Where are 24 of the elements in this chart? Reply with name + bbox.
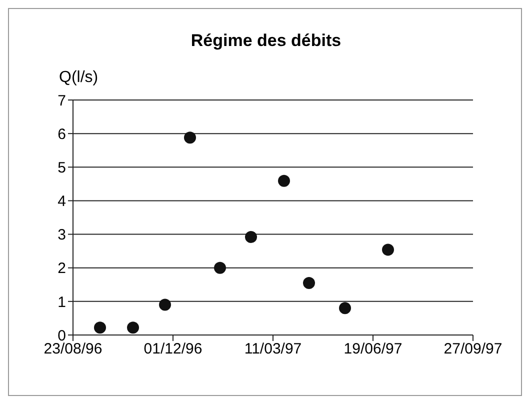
point [214, 262, 226, 274]
point [278, 174, 290, 187]
point [303, 276, 315, 289]
y-tick-label: 3 [58, 226, 66, 244]
point [159, 298, 171, 311]
point [339, 302, 351, 314]
x-tick-label: 01/12/96 [144, 340, 202, 358]
x-tick-label: 27/09/97 [444, 340, 502, 358]
y-tick-label: 6 [58, 126, 66, 143]
x-tick-label: 19/06/97 [344, 340, 402, 358]
x-tick-label: 23/08/96 [44, 340, 102, 358]
y-tick-label: 5 [58, 159, 66, 176]
point [184, 132, 196, 144]
point [127, 322, 139, 334]
y-axis-title: Q(l/s) [59, 69, 98, 87]
point [94, 322, 106, 334]
y-tick-label: 4 [58, 193, 66, 210]
y-tick-label: 7 [58, 92, 66, 110]
chart-title: Régime des débits [190, 31, 342, 51]
y-tick-label: 1 [58, 294, 66, 311]
point [245, 230, 257, 243]
x-tick-label: 11/03/97 [244, 340, 302, 358]
y-tick-label: 2 [58, 260, 66, 278]
point [382, 244, 394, 256]
